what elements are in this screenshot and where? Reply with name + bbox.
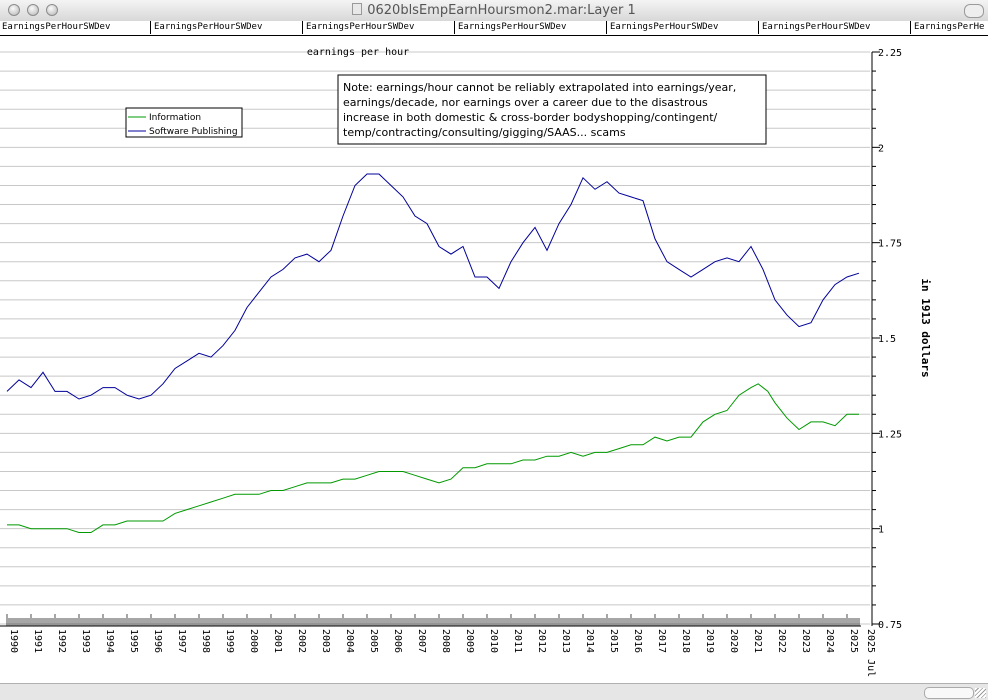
note-line-4: temp/contracting/consulting/gigging/SAAS… bbox=[343, 126, 626, 139]
x-tick-label: 2020 bbox=[728, 629, 739, 653]
note-annotation: Note: earnings/hour cannot be reliably e… bbox=[337, 74, 767, 145]
x-tick-label: 2011 bbox=[512, 629, 523, 653]
x-tick-label: 1993 bbox=[80, 629, 91, 653]
x-tick-label: 2017 bbox=[656, 629, 667, 653]
resize-grip-icon[interactable] bbox=[975, 688, 986, 698]
x-tick-label: 1996 bbox=[152, 629, 163, 653]
x-tick-label: 2024 bbox=[824, 629, 835, 653]
minimize-button[interactable] bbox=[27, 4, 39, 16]
x-tick-label: 2014 bbox=[584, 629, 595, 653]
x-tick-label: 1991 bbox=[32, 629, 43, 653]
x-tick-label: 2008 bbox=[440, 629, 451, 653]
x-axis: 1990 1991 1992 1993 1994 1995 1996 1997 1998 1999… bbox=[0, 614, 876, 677]
x-tick-label: 2012 bbox=[536, 629, 547, 653]
x-tick-label: 2016 bbox=[632, 629, 643, 653]
x-tick-label: 2005 bbox=[368, 629, 379, 653]
toolbar-toggle-button[interactable] bbox=[964, 4, 984, 18]
document-icon bbox=[352, 3, 363, 15]
x-tick-label: 2002 bbox=[296, 629, 307, 653]
series-group bbox=[6, 173, 860, 533]
tab-earnings-3[interactable]: EarningsPerHourSWDev bbox=[304, 21, 455, 34]
x-tick-label: 2009 bbox=[464, 629, 475, 653]
y-axis-label: in 1913 dollars bbox=[919, 278, 932, 377]
x-tick-label: 1992 bbox=[56, 629, 67, 653]
x-tick-label: 2019 bbox=[704, 629, 715, 653]
x-tick-label: 1998 bbox=[200, 629, 211, 653]
close-button[interactable] bbox=[8, 4, 20, 16]
x-tick-label: 2004 bbox=[344, 629, 355, 653]
tab-earnings-7[interactable]: EarningsPerHe bbox=[912, 21, 988, 34]
x-tick-label: 2022 bbox=[776, 629, 787, 653]
x-tick-label: 1990 bbox=[8, 629, 19, 653]
zoom-button[interactable] bbox=[46, 4, 58, 16]
status-bar bbox=[0, 683, 988, 700]
note-line-1: Note: earnings/hour cannot be reliably e… bbox=[343, 81, 736, 94]
y-ticks: 2.25 2 1.75 1.5 1.25 1 0.75 bbox=[872, 48, 902, 631]
y-tick-label: 1.75 bbox=[878, 239, 902, 250]
legend: Information Software Publishing bbox=[125, 107, 243, 138]
legend-label-information: Information bbox=[149, 113, 201, 123]
x-tick-label: 1999 bbox=[224, 629, 235, 653]
window-title: 0620blsEmpEarnHoursmon2.mar:Layer 1 bbox=[367, 3, 636, 18]
legend-box bbox=[125, 107, 243, 138]
x-tick-label: 2023 bbox=[800, 629, 811, 653]
horizontal-scrollbar[interactable] bbox=[924, 687, 974, 699]
x-tick-label: 2018 bbox=[680, 629, 691, 653]
x-tick-label: 2000 bbox=[248, 629, 259, 653]
x-tick-label: 2021 bbox=[752, 629, 763, 653]
x-tick-label: 2007 bbox=[416, 629, 427, 653]
tab-row: EarningsPerHourSWDev EarningsPerHourSWDe… bbox=[0, 21, 988, 36]
y-tick-label: 1.5 bbox=[878, 334, 896, 345]
window-titlebar: 0620blsEmpEarnHoursmon2.mar:Layer 1 bbox=[0, 0, 988, 22]
y-tick-label: 2 bbox=[878, 143, 884, 154]
y-tick-label: 0.75 bbox=[878, 620, 902, 631]
x-tick-label: 2013 bbox=[560, 629, 571, 653]
note-line-3: increase in both domestic & cross-border… bbox=[343, 111, 718, 124]
series-line-information bbox=[7, 383, 859, 533]
x-tick-label: 2025 bbox=[848, 629, 859, 653]
note-line-2: earnings/decade, nor earnings over a car… bbox=[343, 96, 708, 109]
y-tick-label: 1.25 bbox=[878, 429, 902, 440]
chart-title: earnings per hour bbox=[307, 47, 409, 58]
series-line-software-publishing bbox=[6, 173, 860, 400]
y-tick-label: 2.25 bbox=[878, 48, 902, 59]
x-tick-label: 2025 Jul bbox=[865, 629, 876, 677]
x-tick-label: 1994 bbox=[104, 629, 115, 653]
tab-earnings-5[interactable]: EarningsPerHourSWDev bbox=[608, 21, 759, 34]
x-tick-label: 2006 bbox=[392, 629, 403, 653]
window-title-area: 0620blsEmpEarnHoursmon2.mar:Layer 1 bbox=[0, 3, 988, 18]
tab-earnings-2[interactable]: EarningsPerHourSWDev bbox=[152, 21, 303, 34]
y-tick-label: 1 bbox=[878, 525, 884, 536]
x-tick-label: 1997 bbox=[176, 629, 187, 653]
x-tick-label: 2003 bbox=[320, 629, 331, 653]
x-tick-label: 1995 bbox=[128, 629, 139, 653]
x-tick-label: 2015 bbox=[608, 629, 619, 653]
x-tick-label: 2001 bbox=[272, 629, 283, 653]
tab-earnings-4[interactable]: EarningsPerHourSWDev bbox=[456, 21, 607, 34]
note-box bbox=[337, 74, 767, 145]
legend-label-software-publishing: Software Publishing bbox=[149, 127, 238, 137]
chart-svg: earnings per hour 2.2521.751.51.2510.75 … bbox=[0, 47, 932, 677]
x-tick-label: 2010 bbox=[488, 629, 499, 653]
tab-earnings-6[interactable]: EarningsPerHourSWDev bbox=[760, 21, 911, 34]
tab-earnings-1[interactable]: EarningsPerHourSWDev bbox=[0, 21, 151, 34]
